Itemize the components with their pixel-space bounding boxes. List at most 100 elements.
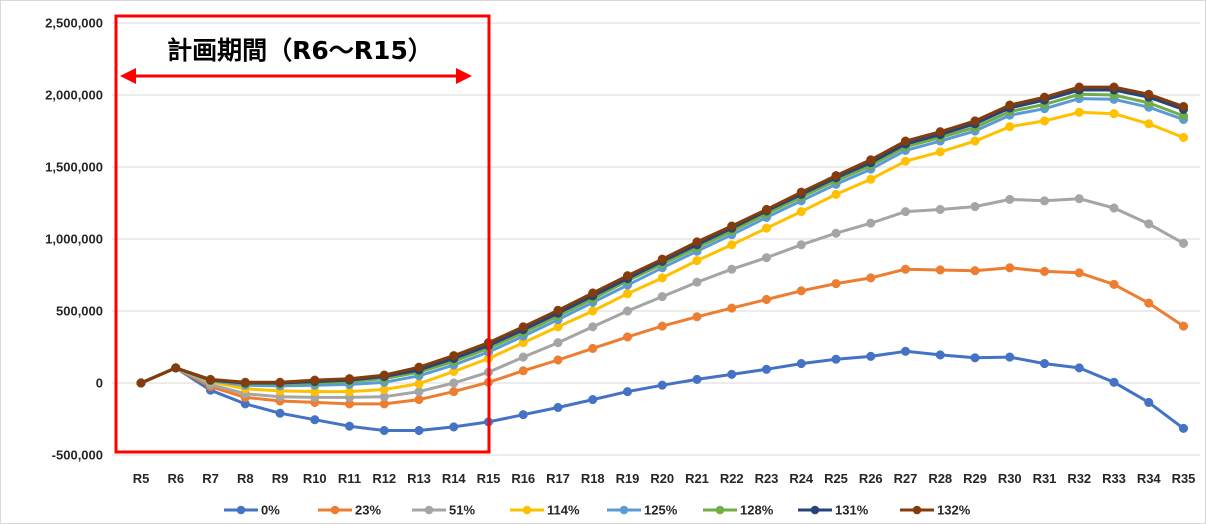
data-point <box>900 136 911 146</box>
data-point <box>657 321 667 331</box>
x-tick-label: R30 <box>998 471 1022 486</box>
legend-item: 23% <box>318 503 381 518</box>
data-point <box>588 306 598 316</box>
x-tick-label: R32 <box>1067 471 1091 486</box>
data-point <box>1109 109 1119 119</box>
series-23pct <box>136 263 1189 409</box>
x-tick-label: R29 <box>963 471 987 486</box>
y-tick-label: 500,000 <box>56 304 103 319</box>
data-point <box>970 136 980 146</box>
data-point <box>727 264 737 274</box>
data-point <box>310 375 320 385</box>
data-point <box>761 204 772 215</box>
data-point <box>588 288 598 298</box>
data-point <box>414 425 424 436</box>
data-point <box>136 378 146 388</box>
data-point <box>1109 279 1119 289</box>
legend: 0% 23% 51% 114% 125% 128% 131% 132% <box>224 503 971 518</box>
data-point <box>866 218 876 228</box>
data-point <box>727 221 737 231</box>
data-point <box>553 338 563 348</box>
data-point <box>970 202 980 212</box>
x-tick-label: R13 <box>407 471 431 486</box>
data-point <box>866 273 876 283</box>
data-point <box>518 352 528 362</box>
y-tick-label: 2,500,000 <box>45 16 103 31</box>
arrow-head-right-icon <box>456 68 472 84</box>
legend-label: 114% <box>547 503 580 518</box>
data-point <box>1178 132 1189 143</box>
y-tick-label: -500,000 <box>52 448 103 463</box>
data-point <box>1005 194 1015 204</box>
data-point <box>171 363 181 373</box>
data-point <box>1005 263 1015 273</box>
series-lines <box>136 82 1189 436</box>
data-point <box>449 378 459 388</box>
data-point <box>727 369 737 379</box>
x-tick-label: R26 <box>859 471 883 486</box>
data-point <box>1039 116 1050 126</box>
x-tick-label: R10 <box>303 471 327 486</box>
legend-label: 125% <box>644 503 678 518</box>
data-point <box>935 350 945 360</box>
data-point <box>1074 107 1084 117</box>
x-tick-label: R14 <box>442 471 467 486</box>
data-point <box>692 256 702 266</box>
data-point <box>275 408 285 418</box>
data-point <box>970 266 980 276</box>
data-point <box>831 354 841 364</box>
data-point <box>1039 266 1050 276</box>
x-tick-label: R9 <box>272 471 289 486</box>
data-point <box>900 156 911 166</box>
data-point <box>657 380 667 390</box>
y-axis-ticks: -500,000 0 500,000 1,000,000 1,500,000 2,000,… <box>45 16 103 463</box>
legend-label: 0% <box>261 503 280 518</box>
x-tick-label: R16 <box>511 471 535 486</box>
x-tick-label: R27 <box>894 471 918 486</box>
data-point <box>414 362 424 372</box>
data-point <box>1144 119 1154 129</box>
legend-item: 132% <box>900 503 971 518</box>
legend-label: 131% <box>835 503 869 518</box>
data-point <box>1144 89 1154 99</box>
data-point <box>900 264 911 274</box>
data-point <box>344 374 355 384</box>
data-point <box>935 204 945 215</box>
data-point <box>414 395 424 405</box>
data-point <box>866 155 876 165</box>
data-point <box>1109 203 1119 213</box>
legend-swatch-marker <box>236 505 246 515</box>
x-tick-label: R23 <box>755 471 779 486</box>
data-point <box>1144 298 1154 308</box>
data-point <box>344 421 355 431</box>
data-point <box>1074 268 1084 278</box>
data-point <box>1144 219 1154 229</box>
y-tick-label: 1,500,000 <box>45 160 103 175</box>
data-point <box>935 265 945 275</box>
data-point <box>1178 101 1189 112</box>
data-point <box>727 240 737 250</box>
x-tick-label: R31 <box>1033 471 1057 486</box>
data-point <box>692 277 702 287</box>
data-point <box>414 387 424 397</box>
data-point <box>622 271 633 281</box>
legend-item: 131% <box>798 503 869 518</box>
data-point <box>796 207 806 217</box>
data-point <box>310 415 320 425</box>
data-point <box>1074 194 1084 204</box>
x-tick-label: R25 <box>824 471 848 486</box>
data-point <box>205 374 216 384</box>
data-point <box>588 343 598 353</box>
data-point <box>622 387 633 397</box>
data-point <box>1005 122 1015 132</box>
x-tick-label: R15 <box>477 471 501 486</box>
legend-label: 23% <box>355 503 381 518</box>
data-point <box>1109 377 1119 387</box>
data-point <box>761 223 772 233</box>
data-point <box>275 377 285 387</box>
data-point <box>1178 238 1189 248</box>
data-point <box>553 305 563 315</box>
x-tick-label: R12 <box>372 471 396 486</box>
x-tick-label: R17 <box>546 471 570 486</box>
